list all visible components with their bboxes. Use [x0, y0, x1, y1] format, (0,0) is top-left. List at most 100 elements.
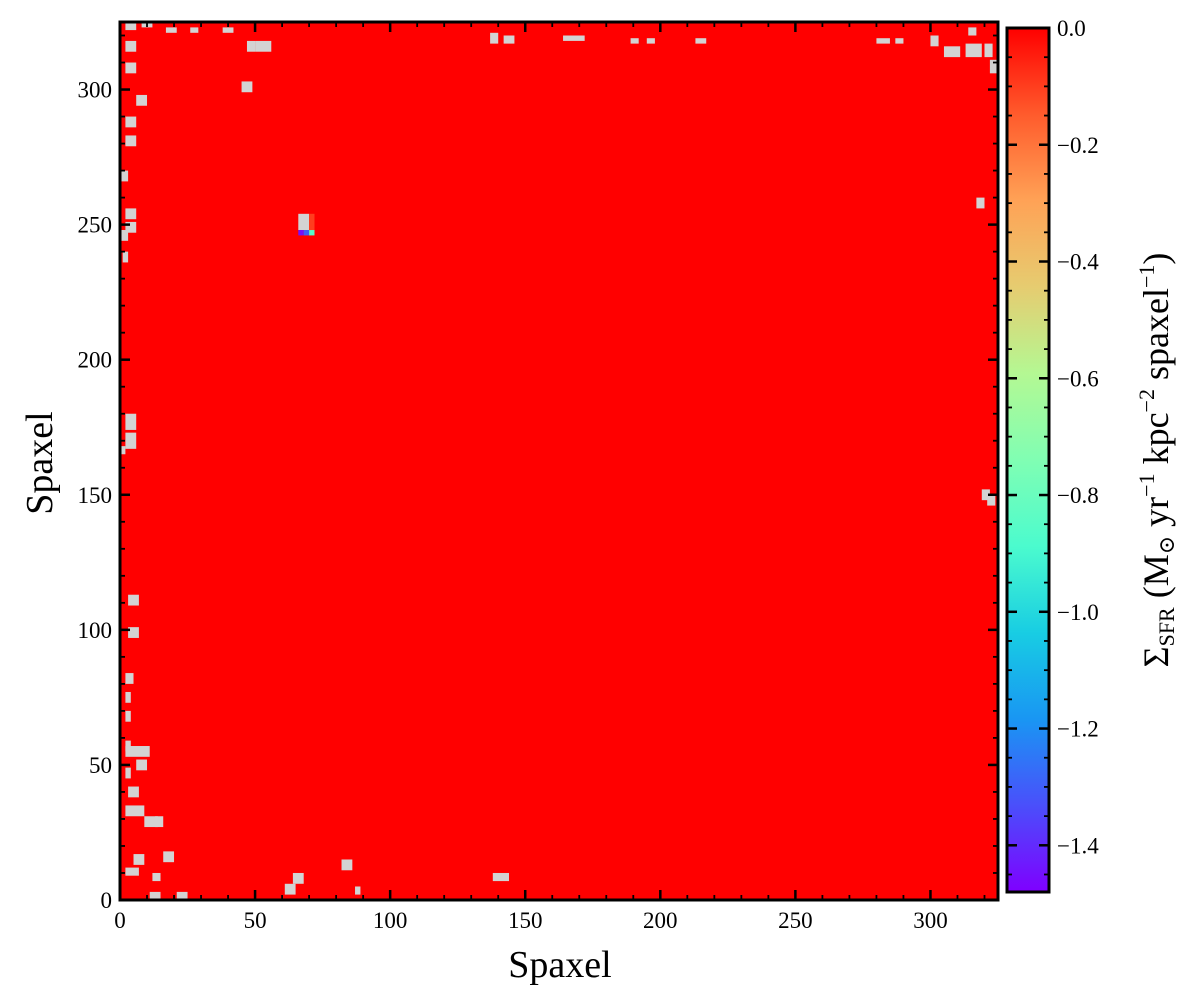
- nan-cell: [128, 594, 139, 606]
- nan-cell: [943, 46, 961, 58]
- nan-cell: [125, 867, 139, 876]
- nan-cell: [120, 230, 129, 241]
- colorbar-tick-label: −0.6: [1057, 366, 1099, 391]
- nan-cell: [695, 38, 707, 44]
- nan-cell: [125, 746, 150, 757]
- nan-cell: [165, 27, 177, 33]
- nan-cell: [125, 208, 137, 220]
- nan-cell: [984, 43, 993, 58]
- y-tick-label: 50: [89, 753, 112, 778]
- x-tick-label: 300: [913, 908, 948, 933]
- x-tick-label: 100: [373, 908, 408, 933]
- nan-cell: [190, 27, 199, 33]
- y-tick-label: 250: [78, 213, 113, 238]
- nan-cell: [965, 43, 982, 58]
- nan-cell: [125, 116, 137, 128]
- nan-cell: [968, 27, 977, 36]
- nan-cell: [149, 891, 161, 900]
- y-axis-label: Spaxel: [19, 411, 61, 514]
- nan-cell: [298, 213, 310, 231]
- nan-cell: [133, 854, 145, 865]
- nan-cell: [152, 872, 161, 882]
- nan-cell: [136, 759, 148, 771]
- nan-cell: [981, 489, 990, 501]
- nan-cell: [341, 859, 353, 871]
- nan-cell: [246, 40, 256, 52]
- colorbar-tick-label: −0.2: [1057, 133, 1099, 158]
- nan-cell: [122, 251, 129, 263]
- nan-cell: [120, 170, 129, 182]
- colorbar: 0.0 −0.2 −0.4 −0.6 −0.8 −1.0 −1.2 −1.4: [1005, 16, 1099, 894]
- nan-cell: [876, 38, 890, 44]
- value-cell: [309, 213, 315, 231]
- nan-cell: [125, 805, 145, 817]
- nan-cell: [255, 40, 272, 52]
- colorbar-tick-label: 0.0: [1057, 16, 1086, 41]
- nan-cell: [976, 197, 985, 209]
- y-tick-label: 200: [78, 348, 113, 373]
- y-tick-label: 100: [78, 618, 113, 643]
- colorbar-tick-label: −1.2: [1057, 717, 1099, 742]
- nan-cell: [144, 816, 158, 828]
- y-axis-ticks: 0 50 100 150 200 250 300: [78, 34, 998, 913]
- nan-cell: [355, 886, 361, 895]
- nan-cell: [136, 94, 148, 106]
- nan-cell: [125, 40, 137, 52]
- x-tick-label: 250: [778, 908, 813, 933]
- x-tick-label: 150: [508, 908, 543, 933]
- nan-cell: [128, 627, 139, 638]
- nan-cell: [930, 35, 939, 47]
- nan-cell: [120, 446, 126, 455]
- colorbar-ticks: 0.0 −0.2 −0.4 −0.6 −0.8 −1.0 −1.2 −1.4: [1007, 16, 1099, 876]
- colorbar-frame: [1005, 26, 1051, 894]
- value-cell: [309, 230, 315, 236]
- x-axis-label: Spaxel: [508, 944, 611, 986]
- y-tick-label: 150: [78, 483, 113, 508]
- colorbar-tick-label: −1.0: [1057, 600, 1099, 625]
- nan-cell: [163, 851, 175, 863]
- nan-cell: [125, 673, 134, 684]
- nan-cell: [492, 872, 510, 882]
- nan-cell: [563, 35, 585, 41]
- nan-cell: [503, 35, 515, 44]
- nan-cell: [125, 135, 137, 147]
- x-tick-label: 0: [114, 908, 126, 933]
- nan-cell: [125, 710, 131, 722]
- nan-cell: [125, 767, 131, 779]
- plot-frame: [118, 20, 1000, 902]
- nan-cell: [292, 872, 304, 884]
- colorbar-tick-label: −0.4: [1057, 250, 1099, 275]
- nan-cell: [989, 59, 998, 74]
- colorbar-label: ΣSFR (M⊙ yr−1 kpc−2 spaxel−1): [1134, 253, 1179, 668]
- x-tick-label: 200: [643, 908, 678, 933]
- nan-cell: [125, 22, 137, 31]
- x-axis-ticks: 0 50 100 150 200 250 300: [114, 22, 986, 933]
- x-tick-label: 50: [244, 908, 267, 933]
- heatmap-cells: [120, 22, 998, 900]
- nan-cell: [128, 786, 139, 798]
- y-tick-label: 300: [78, 78, 113, 103]
- nan-cell: [630, 38, 639, 44]
- nan-cell: [125, 221, 137, 233]
- plot-area: 0 50 100 150 200 250 300 0 50 100 150 200 250 300: [78, 20, 1000, 933]
- nan-cell: [895, 38, 904, 44]
- nan-cell: [646, 38, 655, 44]
- nan-cell: [222, 27, 234, 33]
- nan-cell: [987, 494, 996, 506]
- nan-cell: [241, 81, 253, 93]
- value-cell: [298, 230, 304, 236]
- value-cell: [303, 230, 310, 236]
- colorbar-gradient: [1007, 28, 1049, 892]
- colorbar-tick-label: −0.8: [1057, 483, 1099, 508]
- nan-cell: [125, 62, 137, 74]
- nan-cell: [284, 883, 296, 895]
- nan-cell: [155, 816, 164, 828]
- colorbar-tick-label: −1.4: [1057, 833, 1099, 858]
- nan-cell: [490, 32, 499, 44]
- nan-cell: [125, 432, 137, 449]
- nan-cell: [125, 413, 137, 430]
- y-tick-label: 0: [101, 888, 113, 913]
- nan-cell: [176, 891, 188, 900]
- nan-cell: [125, 691, 131, 703]
